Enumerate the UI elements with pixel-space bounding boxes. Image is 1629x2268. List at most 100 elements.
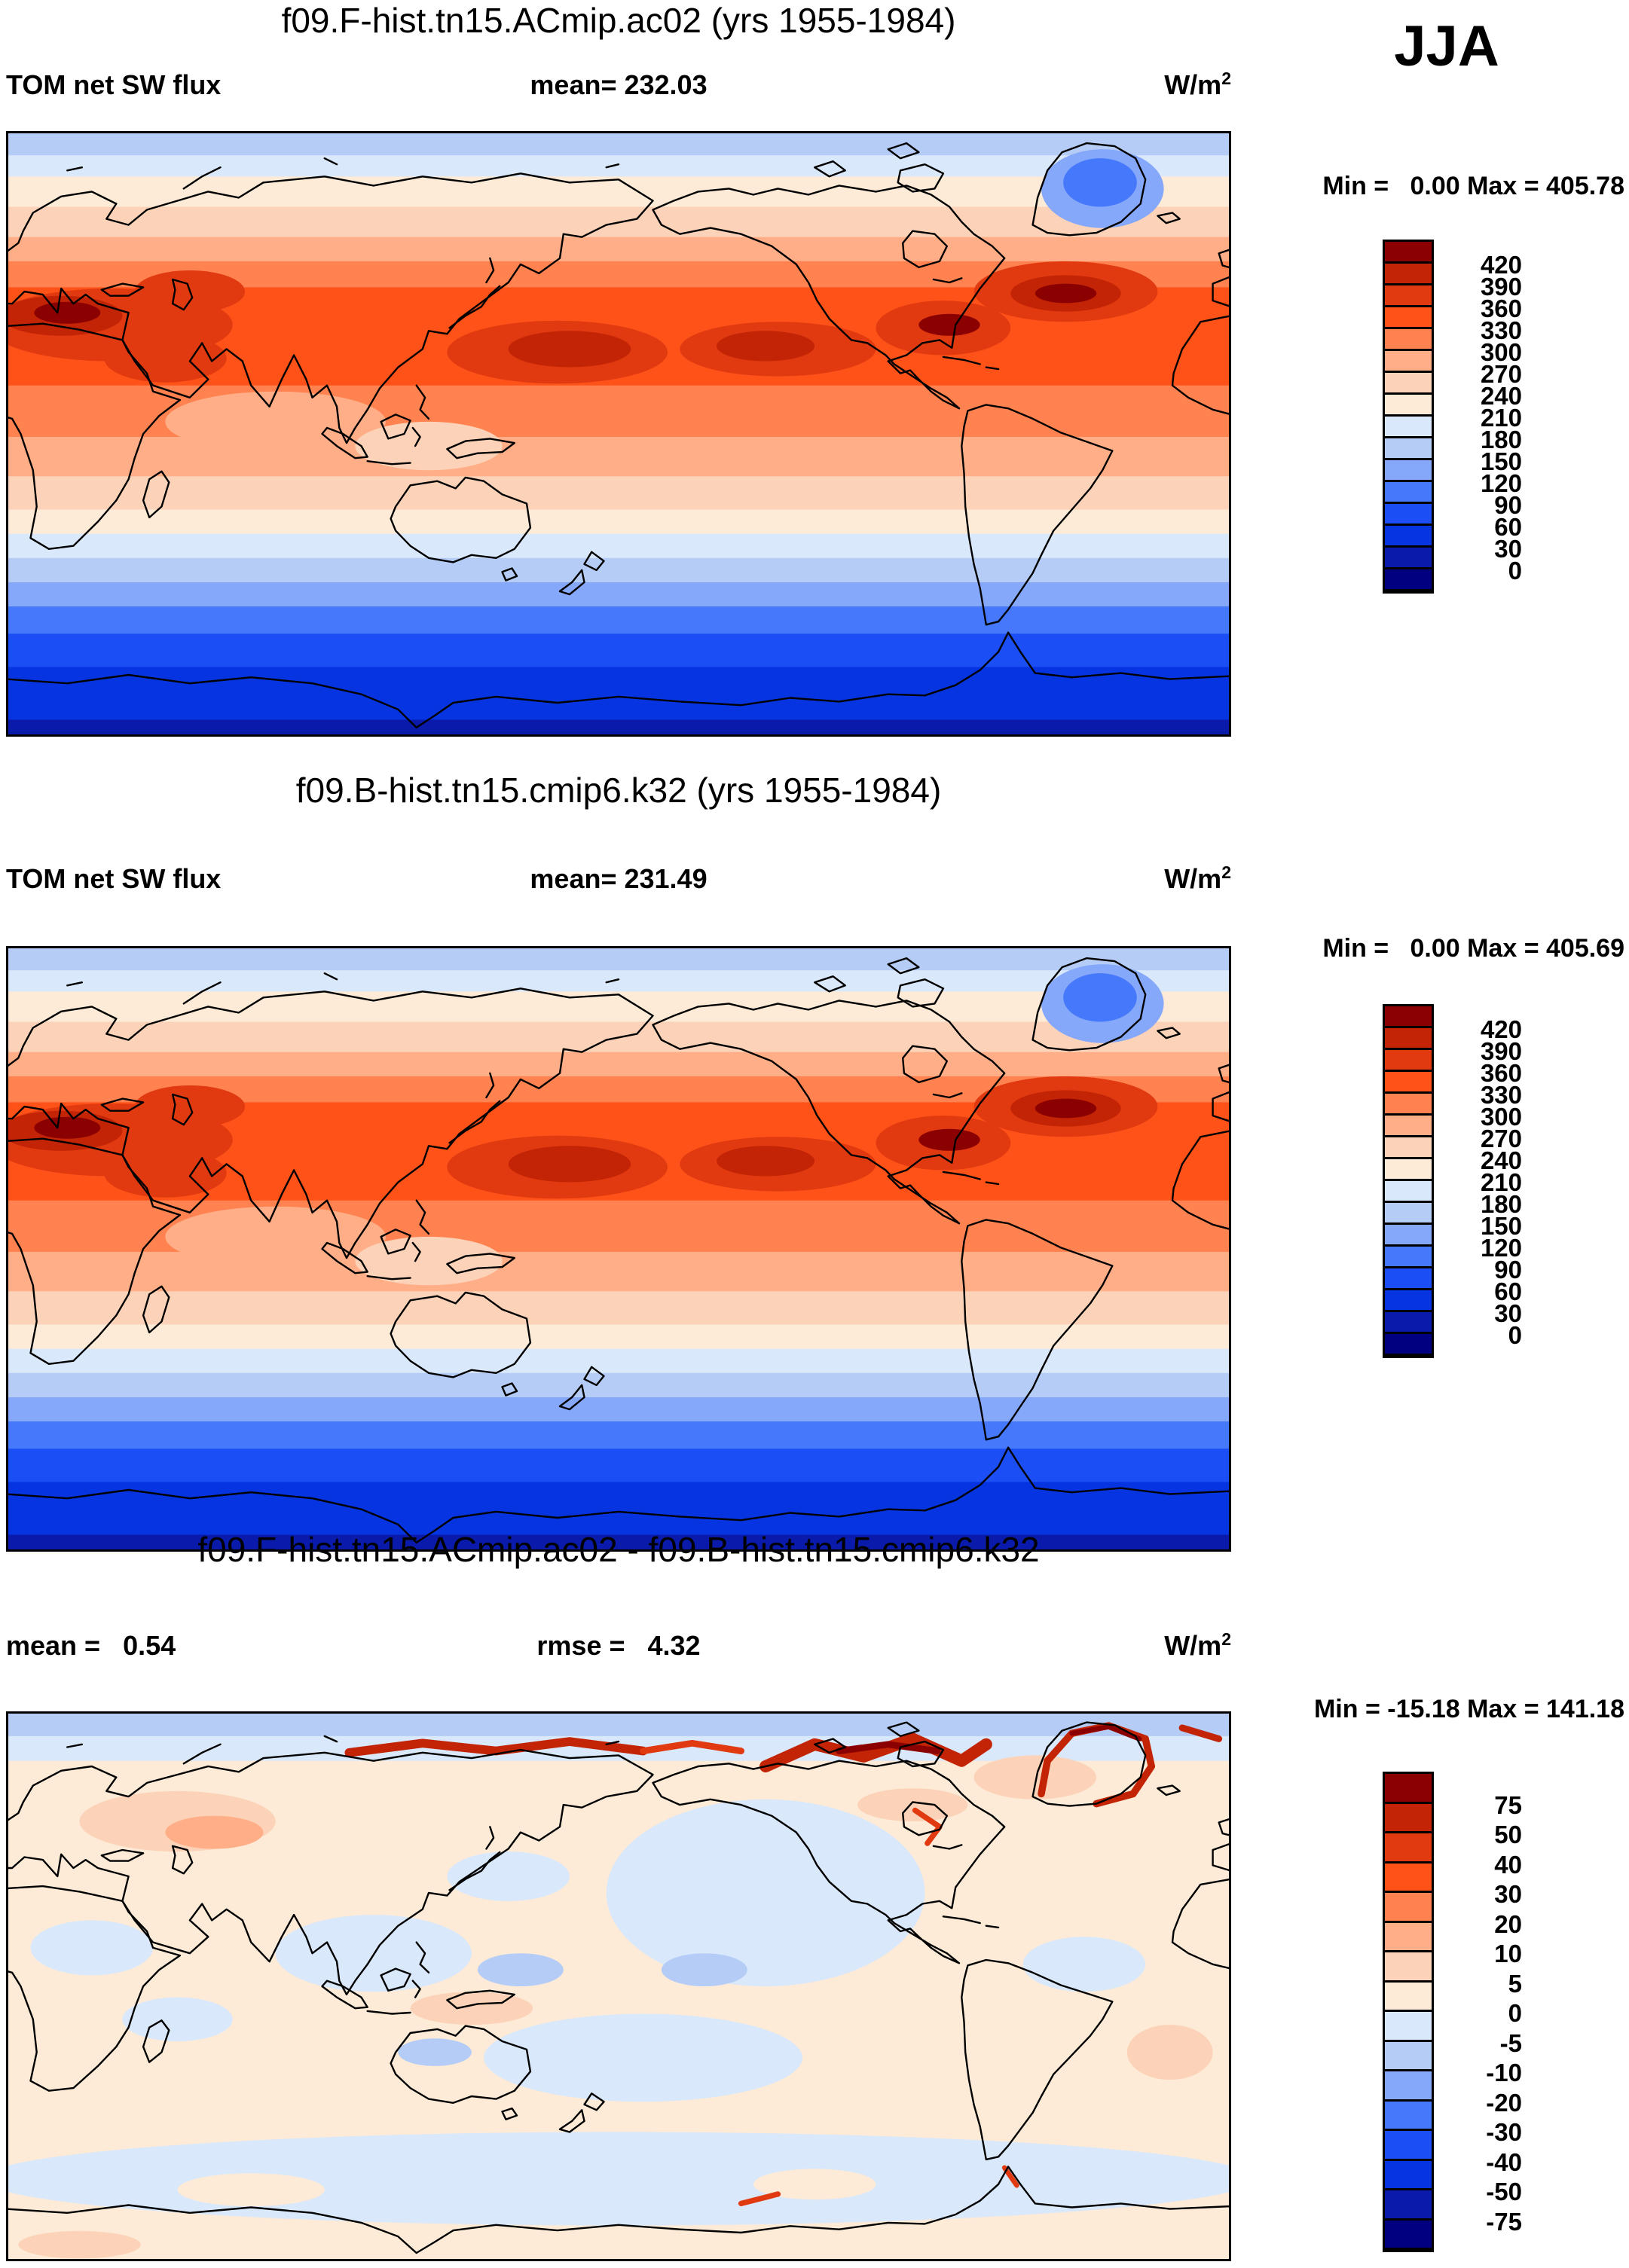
panel3-map: [6, 1711, 1231, 2261]
difference-hotspot-arc: [640, 1739, 744, 1754]
contour-feature: [973, 1755, 1097, 1799]
coastline: [411, 1241, 421, 1262]
difference-hotspot-arc: [738, 2191, 781, 2207]
coastline: [961, 1219, 1114, 1441]
panel2-stats-row: TOM net SW flux mean= 231.49 W/m2: [6, 863, 1231, 896]
colorbar-tick-label: 390: [1480, 1037, 1522, 1065]
coastline: [942, 356, 981, 365]
contour-feature: [447, 1851, 570, 1901]
coastline: [1157, 1027, 1181, 1039]
colorbar-tick-label: -20: [1486, 2088, 1522, 2117]
coastline: [485, 1826, 495, 1850]
contour-feature: [355, 1236, 503, 1286]
coastline: [932, 1092, 963, 1099]
coastline: [411, 1980, 421, 1998]
coastline: [1031, 957, 1147, 1052]
map-border: [6, 946, 1231, 1552]
colorbar-cell: [1385, 526, 1432, 548]
colorbar-cell: [1385, 1268, 1432, 1290]
colorbar-tick-label: 150: [1480, 1212, 1522, 1240]
panel2-variable-label: TOM net SW flux: [6, 863, 222, 894]
coastline: [985, 366, 1000, 371]
colorbar-tick-label: 50: [1494, 1821, 1522, 1848]
contour-feature: [918, 1128, 980, 1151]
coastline: [1171, 1878, 1231, 1970]
coastline: [446, 1989, 515, 2010]
colorbar-tick-label: -40: [1486, 2147, 1522, 2176]
colorbar-tick-label: 150: [1480, 447, 1522, 475]
coastline: [171, 1845, 194, 1875]
contour-band: [6, 582, 1231, 608]
contour-band: [6, 237, 1231, 262]
contour-band: [6, 131, 1231, 157]
contour-band: [6, 1324, 1231, 1350]
coastline: [814, 160, 846, 178]
colorbar-cell: [1385, 307, 1432, 329]
colorbar-cell: [1385, 329, 1432, 351]
coastline: [390, 476, 532, 563]
coastline: [1171, 1130, 1231, 1231]
coastline: [652, 185, 1006, 410]
coastline: [932, 277, 963, 284]
panel1-mean-value: mean= 232.03: [530, 69, 708, 100]
colorbar-cell: [1385, 285, 1432, 307]
coastline: [171, 278, 194, 311]
coastline: [1212, 275, 1231, 308]
coastline: [887, 142, 920, 160]
colorbar-cell: [1385, 2160, 1432, 2190]
colorbar-tick-label: 390: [1480, 273, 1522, 301]
contour-feature: [918, 313, 980, 336]
contour-band: [6, 946, 1231, 972]
coastline: [1212, 1090, 1231, 1123]
coastline: [446, 1253, 515, 1274]
colorbar-cell: [1385, 2012, 1432, 2042]
colorbar-tick-label: 30: [1494, 1880, 1522, 1908]
colorbar-cell: [1385, 569, 1432, 591]
colorbar-cell: [1385, 438, 1432, 460]
panel3-title: f09.F-hist.tn15.ACmip.ac02 - f09.B-hist.…: [197, 1530, 1040, 1569]
coastline: [66, 1743, 83, 1748]
panel3-units-label: W/m2: [1164, 1629, 1231, 1661]
panel1-units-exponent: 2: [1221, 69, 1231, 88]
coastline: [171, 1093, 194, 1126]
coastline: [902, 1045, 948, 1084]
colorbar-cell: [1385, 1312, 1432, 1334]
colorbar-cell: [1385, 2041, 1432, 2071]
coastline: [902, 230, 948, 269]
coastline: [366, 1275, 411, 1281]
colorbar-cell: [1385, 2071, 1432, 2102]
colorbar-tick-label: 10: [1494, 1940, 1522, 1967]
coastline: [6, 2166, 1231, 2254]
coastline: [142, 2019, 170, 2063]
coastline: [558, 2109, 585, 2133]
colorbar-cell: [1385, 2220, 1432, 2250]
coastline: [321, 426, 368, 459]
contour-feature: [1035, 1098, 1097, 1119]
coastline: [932, 1844, 963, 1850]
coastline: [142, 1285, 170, 1334]
colorbar-cell: [1385, 1952, 1432, 1983]
coastline: [323, 157, 338, 166]
coastline: [366, 2010, 411, 2015]
contour-band: [6, 1421, 1231, 1450]
coastline: [100, 1097, 145, 1112]
colorbar-cell: [1385, 1893, 1432, 1923]
panel3-mean-value: mean = 0.54: [6, 1630, 176, 1661]
coastline: [961, 404, 1114, 626]
panel1-map: [6, 131, 1231, 737]
colorbar-cell: [1385, 1247, 1432, 1268]
coastline: [448, 285, 501, 329]
colorbar-cell: [1385, 2190, 1432, 2221]
map-border: [6, 131, 1231, 737]
panel2-units-exponent: 2: [1221, 862, 1231, 882]
coastline: [182, 166, 222, 190]
coastline: [411, 426, 421, 447]
coastline: [887, 957, 920, 975]
coastline: [1218, 248, 1231, 269]
colorbar-cell: [1385, 1094, 1432, 1116]
colorbar-tick-label: -30: [1486, 2118, 1522, 2146]
colorbar-tick-label: 210: [1480, 404, 1522, 432]
colorbar-cell: [1385, 1863, 1432, 1893]
coastline: [887, 1721, 920, 1738]
coastline: [6, 1885, 182, 2092]
